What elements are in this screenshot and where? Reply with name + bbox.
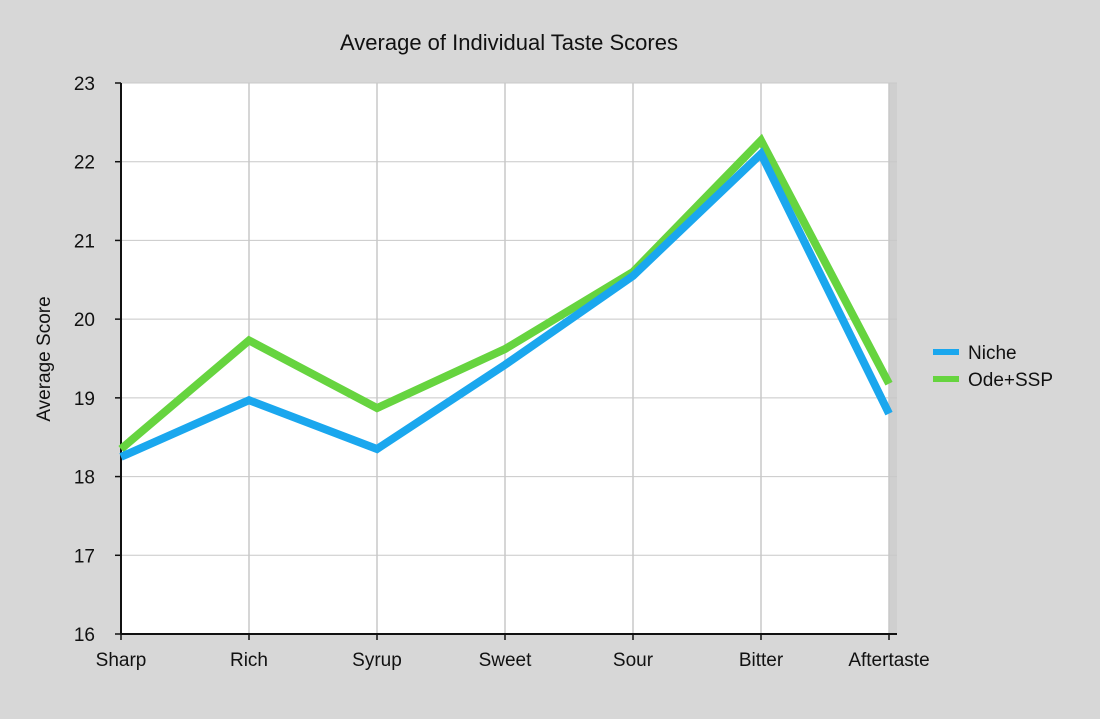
y-tick-label: 16 bbox=[74, 625, 95, 646]
y-tick-label: 22 bbox=[74, 153, 95, 174]
x-tick-label: Aftertaste bbox=[848, 650, 929, 671]
y-tick-label: 19 bbox=[74, 389, 95, 410]
x-tick-label: Syrup bbox=[352, 650, 402, 671]
x-tick-label: Sharp bbox=[96, 650, 147, 671]
plot-right-band bbox=[889, 83, 897, 634]
legend: Niche Ode+SSP bbox=[933, 343, 1053, 391]
chart-title: Average of Individual Taste Scores bbox=[340, 30, 678, 55]
x-tick-label: Bitter bbox=[739, 650, 784, 671]
y-axis-label: Average Score bbox=[34, 296, 55, 421]
legend-label: Niche bbox=[968, 343, 1017, 364]
y-tick-label: 18 bbox=[74, 468, 95, 489]
x-tick-label: Sweet bbox=[479, 650, 533, 671]
legend-label: Ode+SSP bbox=[968, 370, 1053, 391]
x-tick-label: Sour bbox=[613, 650, 654, 671]
x-tick-label: Rich bbox=[230, 650, 268, 671]
plot-area: 16 17 18 19 20 21 22 23 Sharp Rich Syrup Sweet Sour B… bbox=[74, 74, 930, 671]
y-tick-label: 17 bbox=[74, 546, 95, 567]
y-tick-label: 23 bbox=[74, 74, 95, 95]
y-tick-label: 20 bbox=[74, 310, 95, 331]
y-tick-label: 21 bbox=[74, 231, 95, 252]
